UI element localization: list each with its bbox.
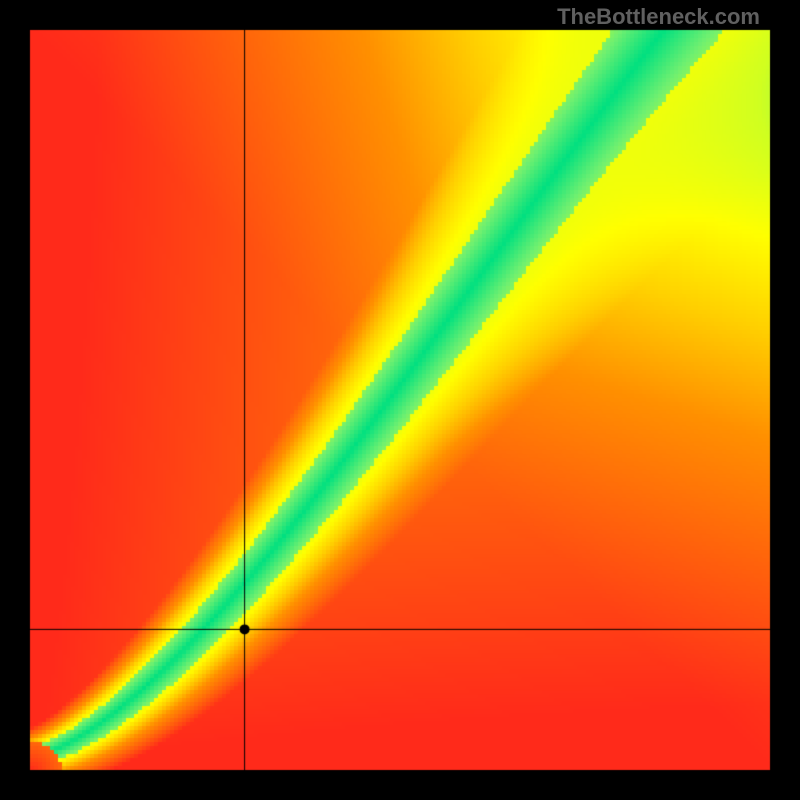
watermark-text: TheBottleneck.com (557, 4, 760, 30)
bottleneck-heatmap (0, 0, 800, 800)
chart-container: TheBottleneck.com (0, 0, 800, 800)
